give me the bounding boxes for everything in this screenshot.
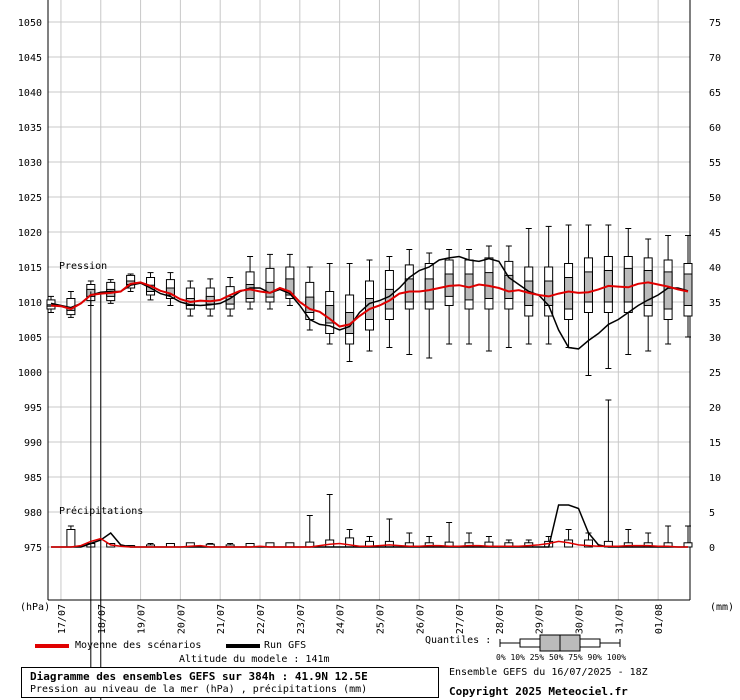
legend-gfs-label: Run GFS [264, 640, 307, 651]
right-axis-unit: (mm) [710, 602, 734, 613]
pressure-box-inner [245, 284, 255, 299]
pressure-box-inner [265, 281, 275, 298]
pressure-box-inner [583, 271, 593, 303]
left-tick-label: 1050 [18, 18, 42, 29]
x-tick-label: 18/07 [97, 604, 108, 634]
pressure-box-inner [623, 267, 633, 303]
quantiles-title: Quantiles : [425, 635, 492, 646]
chart-subtitle: Pression au niveau de la mer (hPa) , pré… [30, 684, 368, 695]
right-tick-label: 45 [709, 228, 721, 239]
left-tick-label: 1020 [18, 228, 42, 239]
x-tick-label: 19/07 [137, 604, 148, 634]
altitude-text: Altitude du modele : 141m [179, 654, 330, 665]
pressure-box-inner [504, 274, 514, 299]
x-tick-label: 22/07 [256, 604, 267, 634]
x-tick-label: 01/08 [654, 604, 665, 634]
left-tick-label: 1000 [18, 368, 42, 379]
pressure-box-inner [643, 270, 653, 306]
x-tick-label: 29/07 [535, 604, 546, 634]
pressure-box-inner [325, 305, 335, 324]
pressure-gfs-line [50, 255, 689, 350]
x-tick-label: 20/07 [176, 604, 187, 634]
pressure-panel-label: Pression [59, 261, 107, 272]
legend-mean-swatch [35, 644, 69, 648]
left-tick-label: 985 [24, 473, 42, 484]
pressure-box-inner [345, 312, 355, 334]
left-tick-label: 980 [24, 508, 42, 519]
left-tick-label: 995 [24, 403, 42, 414]
info-box: Diagramme des ensembles GEFS sur 384h : … [21, 667, 439, 698]
pressure-box-inner [305, 296, 315, 314]
x-tick-label: 31/07 [614, 604, 625, 634]
precip-box [583, 539, 593, 548]
x-tick-label: 21/07 [216, 604, 227, 634]
right-tick-label: 20 [709, 403, 721, 414]
right-tick-label: 65 [709, 88, 721, 99]
right-tick-label: 70 [709, 53, 721, 64]
right-tick-label: 0 [709, 543, 715, 554]
precip-mean-line [51, 537, 688, 548]
pressure-box-inner [384, 288, 394, 310]
right-tick-label: 75 [709, 18, 721, 29]
left-axis-unit: (hPa) [20, 602, 50, 613]
chart-title: Diagramme des ensembles GEFS sur 384h : … [30, 670, 368, 683]
x-tick-label: 23/07 [296, 604, 307, 634]
legend-mean-label: Moyenne des scénarios [75, 640, 202, 651]
right-tick-label: 25 [709, 368, 721, 379]
x-tick-label: 27/07 [455, 604, 466, 634]
boxplots [46, 224, 693, 548]
precip-panel-label: Précipitations [59, 505, 143, 517]
x-tick-label: 25/07 [375, 604, 386, 634]
left-tick-label: 1015 [18, 263, 42, 274]
pressure-box-inner [564, 277, 574, 310]
right-tick-label: 50 [709, 193, 721, 204]
x-tick-label: 17/07 [57, 604, 68, 634]
series-lines [50, 255, 689, 700]
right-tick-label: 10 [709, 473, 721, 484]
legend-gfs-swatch [226, 644, 260, 648]
x-tick-label: 26/07 [415, 604, 426, 634]
right-tick-label: 55 [709, 158, 721, 169]
left-tick-label: 1045 [18, 53, 42, 64]
left-tick-label: 1005 [18, 333, 42, 344]
quantiles-example-icon [499, 634, 621, 652]
run-info: Ensemble GEFS du 16/07/2025 - 18Z [449, 667, 648, 678]
axes: 1050104510401035103010251020101510101005… [18, 0, 721, 634]
left-tick-label: 1010 [18, 298, 42, 309]
right-tick-label: 30 [709, 333, 721, 344]
left-tick-label: 975 [24, 543, 42, 554]
left-tick-label: 990 [24, 438, 42, 449]
right-tick-label: 40 [709, 263, 721, 274]
x-tick-label: 24/07 [336, 604, 347, 634]
right-tick-label: 5 [709, 508, 715, 519]
right-tick-label: 60 [709, 123, 721, 134]
pressure-mean-line [50, 281, 689, 328]
pressure-box-inner [285, 278, 295, 296]
x-tick-label: 28/07 [495, 604, 506, 634]
x-tick-label: 30/07 [575, 604, 586, 634]
pressure-box-inner [404, 278, 414, 303]
precip-box [66, 529, 76, 548]
right-tick-label: 35 [709, 298, 721, 309]
copyright: Copyright 2025 Meteociel.fr [449, 685, 628, 698]
right-tick-label: 15 [709, 438, 721, 449]
left-tick-label: 1025 [18, 193, 42, 204]
left-tick-label: 1040 [18, 88, 42, 99]
quantiles-labels: 0% 10% 25% 50% 75% 90% 100% [496, 653, 627, 662]
left-tick-label: 1035 [18, 123, 42, 134]
left-tick-label: 1030 [18, 158, 42, 169]
